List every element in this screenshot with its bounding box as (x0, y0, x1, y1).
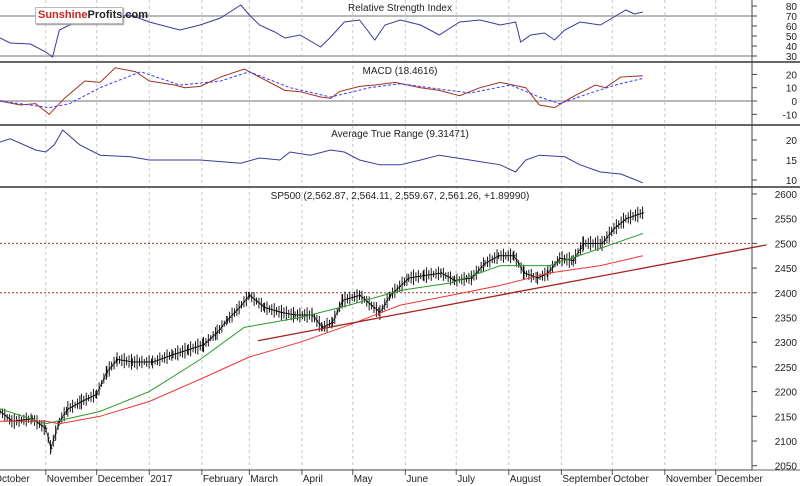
y-tick-label: 2150 (775, 412, 798, 423)
x-tick-label: March (250, 474, 278, 485)
x-tick-label: February (203, 474, 243, 485)
x-tick-label: August (510, 474, 541, 485)
y-tick-label: 20 (786, 70, 798, 81)
y-tick-label: 2400 (775, 289, 798, 300)
x-tick-label: April (303, 474, 323, 485)
y-tick-label: 50 (786, 32, 798, 43)
sunshine-profits-logo: SunshineProfits.com (35, 7, 148, 24)
y-tick-label: 80 (786, 2, 798, 13)
x-tick-label: May (354, 474, 373, 485)
y-tick-label: 2250 (775, 363, 798, 374)
y-tick-label: 30 (786, 52, 798, 63)
moving-average-short (0, 233, 643, 425)
x-tick-label: December (717, 474, 764, 485)
y-tick-label: 10 (786, 84, 798, 95)
x-tick-label: October (0, 474, 30, 485)
y-tick-label: 15 (786, 156, 798, 167)
macd-signal-line (0, 71, 643, 109)
y-tick-label: -10 (783, 110, 798, 121)
panel-title: Relative Strength Index (348, 3, 452, 14)
x-tick-label: July (457, 474, 475, 485)
x-tick-label: October (613, 474, 649, 485)
y-tick-label: 10 (786, 176, 798, 187)
y-tick-label: 2450 (775, 264, 798, 275)
y-tick-label: 40 (786, 42, 798, 53)
x-tick-label: September (562, 474, 612, 485)
trend-line (257, 244, 767, 342)
y-tick-label: 2550 (775, 215, 798, 226)
macd-line (0, 67, 643, 115)
x-tick-label: December (98, 474, 145, 485)
y-tick-label: 2600 (775, 190, 798, 201)
panel-title: MACD (18.4616) (362, 66, 437, 77)
x-tick-label: 2017 (150, 474, 173, 485)
y-tick-label: 2050 (775, 462, 798, 473)
panel-title: Average True Range (9.31471) (331, 129, 469, 140)
y-tick-label: 70 (786, 12, 798, 23)
y-tick-label: 0 (791, 97, 797, 108)
y-tick-label: 2300 (775, 338, 798, 349)
y-tick-label: 2100 (775, 437, 798, 448)
x-tick-label: November (47, 474, 94, 485)
y-tick-label: 2200 (775, 388, 798, 399)
x-tick-label: June (406, 474, 428, 485)
atr-line (0, 129, 643, 184)
y-tick-label: 20 (786, 136, 798, 147)
x-tick-label: November (666, 474, 713, 485)
y-tick-label: 2350 (775, 314, 798, 325)
y-tick-label: 2500 (775, 239, 798, 250)
y-tick-label: 60 (786, 22, 798, 33)
panel-title: SP500 (2,562.87, 2,564.11, 2,559.67, 2,5… (271, 191, 530, 202)
moving-average-long (0, 255, 643, 425)
